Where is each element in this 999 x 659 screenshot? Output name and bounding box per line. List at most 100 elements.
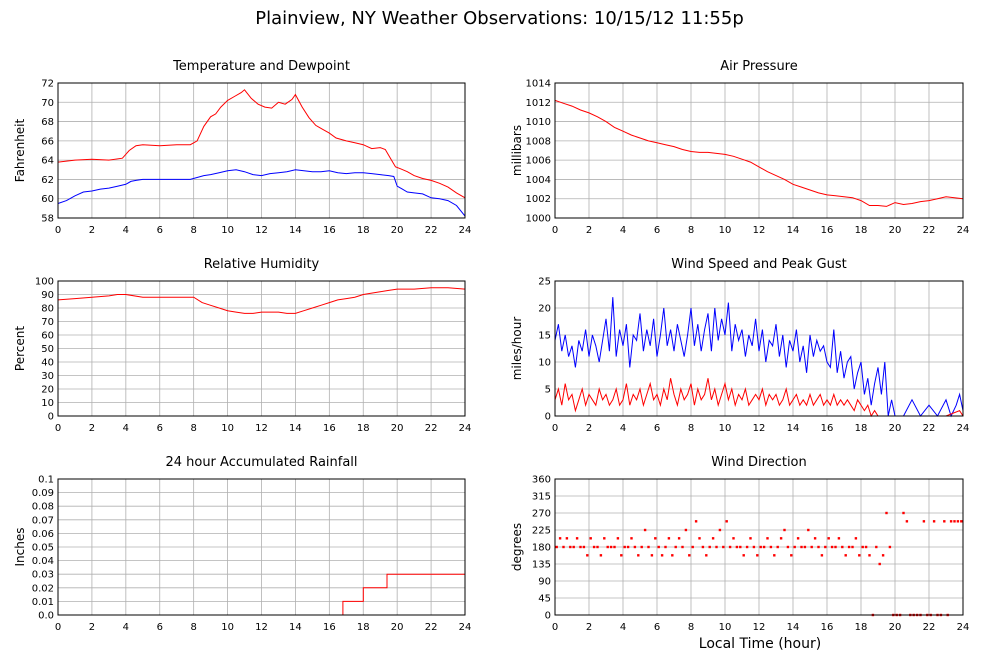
x-tick-label: 4 <box>620 622 626 633</box>
x-tick-label: 16 <box>323 225 336 236</box>
dir-point <box>776 545 779 549</box>
dir-point <box>735 545 739 549</box>
wind-plot-frame <box>554 280 964 417</box>
y-tick-label: 90 <box>538 577 551 588</box>
x-tick-label: 8 <box>190 225 196 236</box>
x-tick-label: 2 <box>89 423 95 434</box>
y-tick-label: 80 <box>41 304 54 315</box>
x-tick-label: 12 <box>753 225 766 236</box>
y-tick-label: 0.05 <box>32 543 54 554</box>
y-tick-label: 30 <box>41 371 54 382</box>
x-tick-label: 18 <box>357 225 370 236</box>
x-tick-label: 22 <box>923 622 936 633</box>
dir-point <box>902 511 905 515</box>
dir-point <box>705 554 708 557</box>
x-tick-label: 2 <box>89 225 95 236</box>
y-tick-label: 5 <box>545 385 551 396</box>
dir-point <box>779 537 783 540</box>
x-tick-label: 12 <box>255 622 268 633</box>
x-tick-label: 14 <box>289 423 302 434</box>
y-tick-label: 60 <box>41 331 54 342</box>
dir-point <box>844 554 847 557</box>
dir-point <box>881 554 885 557</box>
dir-point <box>837 537 841 540</box>
x-tick-label: 6 <box>654 423 660 434</box>
dir-point <box>803 545 807 549</box>
x-tick-label: 10 <box>719 622 732 633</box>
y-tick-label: 68 <box>41 117 54 128</box>
y-tick-label: 1012 <box>526 98 551 109</box>
x-tick-label: 14 <box>289 622 302 633</box>
y-tick-label: 0.04 <box>32 556 54 567</box>
y-tick-label: 0 <box>545 412 551 423</box>
temp-series-line-1 <box>57 169 466 217</box>
x-tick-label: 8 <box>688 423 694 434</box>
dir-point <box>783 528 786 532</box>
x-tick-label: 0 <box>552 622 558 633</box>
dir-point <box>830 545 834 549</box>
y-tick-label: 100 <box>35 277 54 288</box>
y-tick-label: 0.01 <box>32 597 54 608</box>
x-tick-label: 16 <box>821 622 834 633</box>
y-tick-label: 1008 <box>526 136 551 147</box>
dir-point <box>633 545 637 549</box>
y-tick-label: 72 <box>41 79 54 90</box>
dir-point <box>834 545 837 549</box>
dir-point <box>749 537 752 540</box>
dir-point <box>698 537 701 540</box>
dir-point <box>742 554 745 557</box>
x-tick-label: 14 <box>787 423 800 434</box>
x-tick-label: 10 <box>719 423 732 434</box>
rain-plot-frame <box>57 478 466 616</box>
y-tick-label: 0 <box>48 412 54 423</box>
y-tick-label: 70 <box>41 98 54 109</box>
y-tick-label: 315 <box>532 492 551 503</box>
dir-point <box>664 545 667 549</box>
dir-point <box>807 528 810 532</box>
dir-point <box>592 545 596 549</box>
pressure-ylabel: millibars <box>510 125 524 176</box>
x-tick-label: 4 <box>620 423 626 434</box>
y-tick-label: 60 <box>41 194 54 205</box>
dir-point <box>827 537 830 540</box>
dir-point <box>810 545 813 549</box>
dir-point <box>756 554 759 557</box>
x-tick-label: 6 <box>157 423 163 434</box>
dir-point <box>599 554 603 557</box>
dir-point <box>824 545 827 549</box>
dir-point <box>851 545 854 549</box>
y-tick-label: 0.06 <box>32 529 54 540</box>
y-tick-label: 225 <box>532 526 551 537</box>
x-tick-label: 8 <box>190 423 196 434</box>
x-tick-label: 18 <box>357 622 370 633</box>
x-tick-label: 20 <box>391 622 404 633</box>
y-tick-label: 1006 <box>526 156 551 167</box>
x-tick-label: 22 <box>923 225 936 236</box>
y-tick-label: 1000 <box>526 214 551 225</box>
dir-point <box>847 545 851 549</box>
dir-ylabel: degrees <box>510 523 524 571</box>
dir-point <box>681 545 684 549</box>
humidity-ylabel: Percent <box>13 326 27 371</box>
x-tick-label: 8 <box>688 225 694 236</box>
x-tick-label: 10 <box>221 225 234 236</box>
dir-point <box>885 511 888 515</box>
dir-point <box>769 545 773 549</box>
x-tick-label: 14 <box>289 225 302 236</box>
x-tick-label: 4 <box>123 225 129 236</box>
x-tick-label: 8 <box>190 622 196 633</box>
x-tick-label: 10 <box>221 622 234 633</box>
humidity-series-line-0 <box>57 287 466 314</box>
y-tick-label: 45 <box>538 594 551 605</box>
dir-point <box>616 537 620 540</box>
x-tick-label: 12 <box>753 622 766 633</box>
temp-series-line-0 <box>57 89 466 199</box>
dir-point <box>817 545 820 549</box>
dir-point <box>694 520 698 523</box>
x-tick-label: 6 <box>157 622 163 633</box>
dir-point <box>800 545 803 549</box>
temp-title: Temperature and Dewpoint <box>172 59 350 74</box>
x-tick-label: 20 <box>889 622 902 633</box>
